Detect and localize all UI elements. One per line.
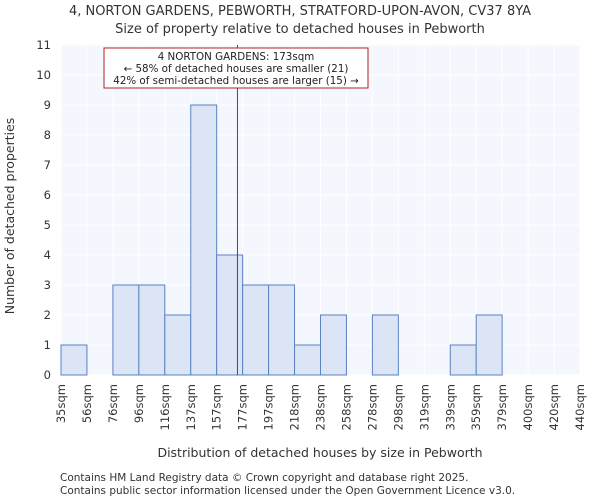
annotation-line-1: 4 NORTON GARDENS: 173sqm [158,51,315,63]
footer-line-1: Contains HM Land Registry data © Crown c… [60,472,468,484]
bar-359sqm [475,314,503,376]
x-tick-label: 218sqm [288,384,302,430]
bar-177sqm [242,284,270,376]
bar-278sqm [371,314,399,376]
bar-218sqm [294,344,321,376]
x-axis-title: Distribution of detached houses by size … [157,445,482,460]
chart-subtitle: Size of property relative to detached ho… [115,22,485,37]
x-tick-label: 278sqm [365,384,379,430]
x-tick-label: 56sqm [80,384,94,423]
y-tick-label: 8 [44,128,51,142]
annotation-line-2: ← 58% of detached houses are smaller (21… [124,63,349,75]
y-axis-ticks: 0 1 2 3 4 5 6 7 8 9 10 11 [36,38,51,382]
bar-76sqm [112,284,140,376]
bars [60,104,503,376]
x-tick-label: 96sqm [132,384,146,423]
chart-title: 4, NORTON GARDENS, PEBWORTH, STRATFORD-U… [69,4,531,19]
y-tick-label: 11 [36,38,51,52]
x-tick-label: 197sqm [262,384,276,430]
y-tick-label: 10 [36,68,51,82]
x-tick-label: 379sqm [495,384,509,430]
x-axis-ticks: 35sqm 56sqm 76sqm 96sqm 116sqm 137sqm 157sqm 17… [54,384,587,430]
bar-96sqm [138,284,166,376]
x-tick-label: 359sqm [469,384,483,430]
y-tick-label: 6 [44,188,51,202]
y-tick-label: 0 [44,368,51,382]
y-axis-title: Number of detached properties [2,118,17,315]
bar-116sqm [164,314,192,376]
bar-157sqm [216,254,244,376]
y-tick-label: 5 [44,218,51,232]
bar-137sqm [190,104,218,376]
x-tick-label: 339sqm [443,384,457,430]
x-tick-label: 157sqm [210,384,224,430]
bar-35sqm [60,344,88,376]
y-tick-label: 1 [44,338,51,352]
bar-339sqm [449,344,477,376]
footer-line-2: Contains public sector information licen… [60,485,515,497]
y-tick-label: 7 [44,158,51,172]
y-tick-label: 4 [44,248,51,262]
x-tick-label: 440sqm [573,384,587,430]
x-tick-label: 116sqm [158,384,172,430]
x-tick-label: 400sqm [521,384,535,430]
x-tick-label: 420sqm [547,384,561,430]
annotation-box: 4 NORTON GARDENS: 173sqm ← 58% of detach… [103,47,369,89]
y-tick-label: 2 [44,308,51,322]
x-tick-label: 319sqm [417,384,431,430]
y-tick-label: 3 [44,278,51,292]
x-tick-label: 137sqm [184,384,198,430]
bar-197sqm [268,284,296,376]
x-tick-label: 238sqm [314,384,328,430]
bar-238sqm [320,314,347,376]
x-tick-label: 258sqm [339,384,353,430]
x-tick-label: 76sqm [106,384,120,423]
x-tick-label: 177sqm [236,384,250,430]
x-tick-label: 298sqm [391,384,405,430]
x-tick-label: 35sqm [54,384,68,423]
y-tick-label: 9 [44,98,51,112]
annotation-line-3: 42% of semi-detached houses are larger (… [113,75,359,87]
